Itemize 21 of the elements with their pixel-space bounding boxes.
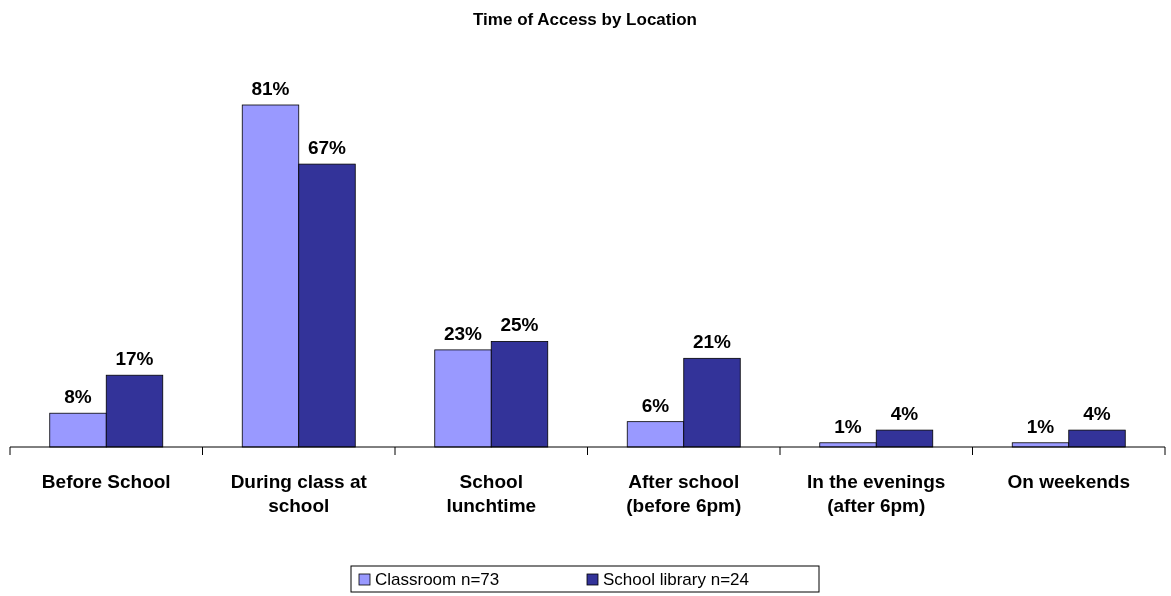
data-label: 81% [251,78,290,99]
data-label: 4% [1083,403,1111,425]
x-tick-label: During class at school [230,471,368,516]
x-tick-label: School lunchtime [446,471,537,516]
legend-label: School library n=24 [603,570,750,589]
x-tick-label: After school (before 6pm) [626,471,742,516]
data-label: 17% [115,348,154,370]
x-tick-label: On weekends [1007,471,1130,492]
data-label: 1% [1026,415,1055,437]
x-tick-label: Before School [41,471,171,492]
data-label: 67% [307,137,347,159]
legend-label: Classroom n=73 [375,570,500,589]
data-label: 4% [890,403,919,425]
data-label: 21% [692,331,732,353]
data-label: 8% [64,386,92,408]
data-label: 6% [641,394,670,416]
data-label: 1% [834,415,862,437]
x-tick-label: In the evenings (after 6pm) [807,471,946,516]
data-label: 25% [500,314,539,336]
data-label: 23% [443,322,483,344]
chart-title: Time of Access by Location [473,10,697,29]
